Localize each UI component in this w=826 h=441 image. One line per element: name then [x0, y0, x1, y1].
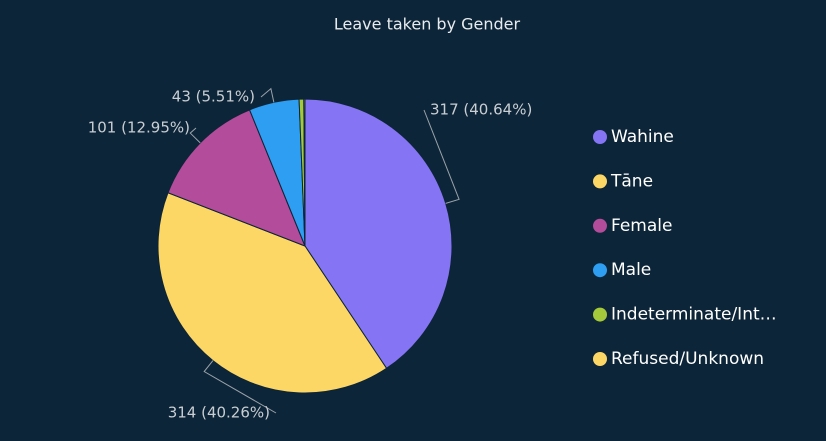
legend-marker	[593, 218, 607, 233]
leader-line	[423, 109, 460, 204]
legend-marker	[593, 263, 607, 278]
pie-slice	[157, 192, 388, 394]
leader-line	[203, 360, 277, 414]
legend-label: Male	[611, 260, 651, 280]
legend-label: Wahine	[611, 127, 674, 147]
data-label: 314 (40.26%)	[168, 404, 270, 422]
legend-label: Tāne	[610, 171, 653, 191]
legend-label: Female	[611, 216, 672, 236]
chart-title: Leave taken by Gender	[334, 15, 521, 34]
data-label: 101 (12.95%)	[88, 119, 190, 137]
data-label: 317 (40.64%)	[430, 101, 532, 119]
legend-label: Indeterminate/Int…	[611, 305, 777, 325]
leader-line	[260, 87, 275, 103]
legend-label: Refused/Unknown	[611, 349, 764, 369]
legend-marker	[593, 352, 607, 366]
legend-marker	[593, 130, 607, 144]
leader-line	[189, 127, 201, 144]
pie-slice	[303, 98, 306, 247]
data-label: 43 (5.51%)	[172, 88, 255, 106]
legend-marker	[593, 174, 607, 189]
legend-marker	[593, 307, 607, 322]
